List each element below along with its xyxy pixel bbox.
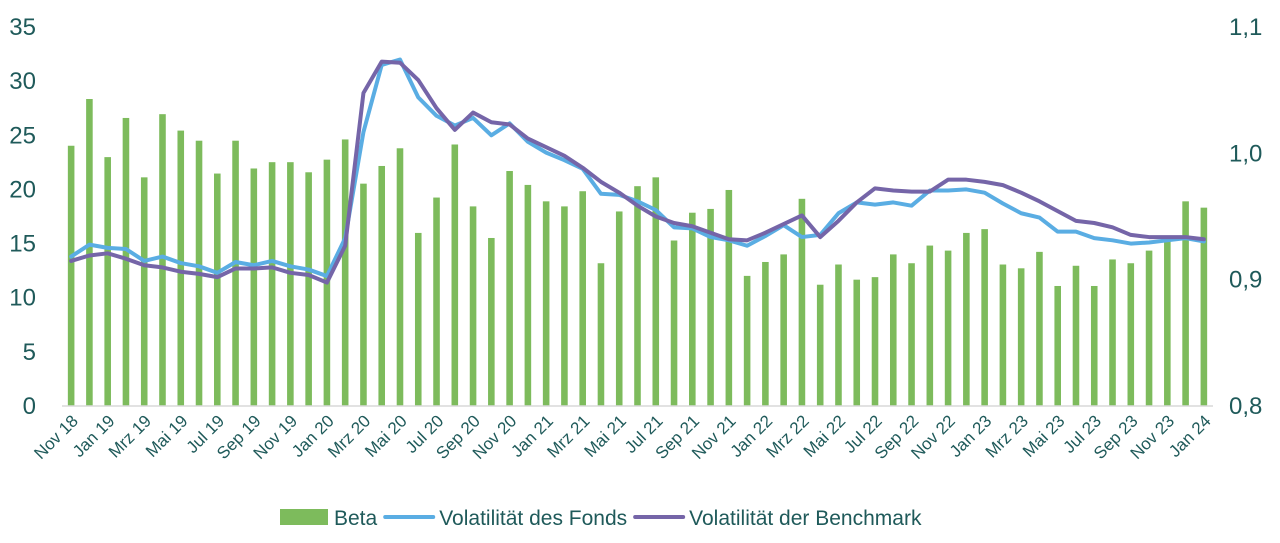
y-left-tick-label: 30: [9, 68, 36, 95]
beta-bar: [816, 284, 824, 406]
beta-bar: [1145, 250, 1153, 406]
beta-bar: [853, 279, 861, 406]
beta-bars: [67, 99, 1208, 407]
beta-bar: [597, 263, 605, 406]
legend-swatch-beta: [280, 509, 328, 525]
beta-bar: [889, 254, 897, 406]
benchmark-volatility-line: [69, 59, 1206, 285]
fonds-volatility-line: [69, 57, 1206, 279]
x-tick-label: Mai 23: [1019, 411, 1069, 461]
beta-bar: [579, 191, 586, 406]
x-tick-label: Nov 18: [30, 411, 82, 463]
y-axis-right: 0,8 0,9 1,0 1,1: [1229, 14, 1262, 420]
beta-bar: [414, 232, 422, 406]
beta-bar: [1072, 265, 1080, 406]
beta-bar: [963, 232, 970, 406]
y-axis-left: 0 5 10 15 20 25 30 35: [9, 14, 36, 420]
legend-label: Volatilität des Fonds: [439, 507, 627, 530]
beta-bar: [835, 264, 842, 406]
beta-bar: [542, 201, 550, 406]
y-right-tick-label: 1,1: [1229, 14, 1262, 41]
x-tick-label: Mai 22: [800, 411, 850, 461]
beta-bar: [1054, 285, 1061, 406]
y-left-tick-label: 0: [23, 393, 36, 420]
beta-bar: [1127, 263, 1135, 406]
beta-bar: [871, 277, 879, 406]
beta-bar: [762, 261, 769, 406]
beta-bar: [104, 157, 111, 406]
beta-bar: [652, 177, 660, 406]
beta-bar: [469, 206, 477, 406]
beta-bar: [926, 245, 934, 406]
beta-bar: [488, 237, 495, 406]
beta-bar: [122, 117, 130, 407]
y-right-tick-label: 0,9: [1229, 267, 1262, 294]
beta-bar: [689, 212, 696, 406]
beta-bar: [634, 186, 641, 406]
beta-bar: [214, 173, 221, 406]
beta-bar: [396, 148, 404, 406]
beta-bar: [1017, 268, 1025, 406]
legend: Beta Volatilität des Fonds Volatilität der…: [280, 507, 922, 530]
beta-bar: [1036, 251, 1043, 406]
beta-bar: [944, 250, 952, 406]
beta-bar: [1090, 285, 1098, 406]
legend-label: Beta: [334, 507, 378, 530]
beta-bar: [287, 162, 294, 406]
legend-label: Volatilität der Benchmark: [689, 507, 922, 530]
y-right-tick-label: 1,0: [1229, 140, 1262, 167]
x-tick-label: Jan 24: [1165, 411, 1215, 461]
beta-bar: [140, 177, 148, 406]
beta-bar: [908, 263, 915, 406]
y-left-tick-label: 15: [9, 231, 36, 258]
beta-bar: [341, 139, 349, 406]
beta-bar: [305, 172, 312, 406]
beta-bar: [506, 171, 513, 406]
beta-bar: [670, 240, 678, 406]
y-left-tick-label: 20: [9, 176, 36, 203]
y-right-tick-label: 0,8: [1229, 393, 1262, 420]
y-left-tick-label: 25: [9, 122, 36, 149]
beta-bar: [780, 254, 787, 406]
beta-bar: [1164, 240, 1171, 406]
beta-bar: [561, 206, 568, 406]
beta-bar: [86, 99, 93, 406]
beta-bar: [743, 275, 751, 406]
beta-bar: [433, 197, 440, 406]
volatility-lines: [69, 57, 1206, 285]
beta-bar: [524, 184, 532, 406]
beta-bar: [1109, 259, 1116, 406]
beta-bar: [378, 165, 386, 406]
beta-bar: [707, 208, 714, 406]
x-tick-label: Mai 20: [361, 411, 411, 461]
beta-bar: [360, 183, 367, 406]
beta-bar: [1200, 207, 1208, 406]
y-left-tick-label: 10: [9, 285, 36, 312]
beta-bar: [1182, 201, 1189, 406]
beta-bar: [725, 189, 733, 406]
beta-bar: [268, 162, 276, 406]
y-left-tick-label: 35: [9, 14, 36, 41]
beta-bar: [232, 140, 239, 406]
beta-bar: [451, 144, 459, 407]
beta-bar: [177, 130, 185, 406]
beta-bar: [615, 211, 623, 406]
x-tick-label: Mai 19: [142, 411, 192, 461]
beta-bar: [159, 114, 166, 407]
beta-bar: [999, 264, 1007, 406]
beta-bar: [67, 145, 75, 406]
y-left-tick-label: 5: [23, 339, 36, 366]
beta-bar: [250, 168, 258, 406]
x-tick-label: Mai 21: [581, 411, 631, 461]
beta-bar: [798, 198, 806, 406]
beta-bar: [981, 229, 988, 406]
